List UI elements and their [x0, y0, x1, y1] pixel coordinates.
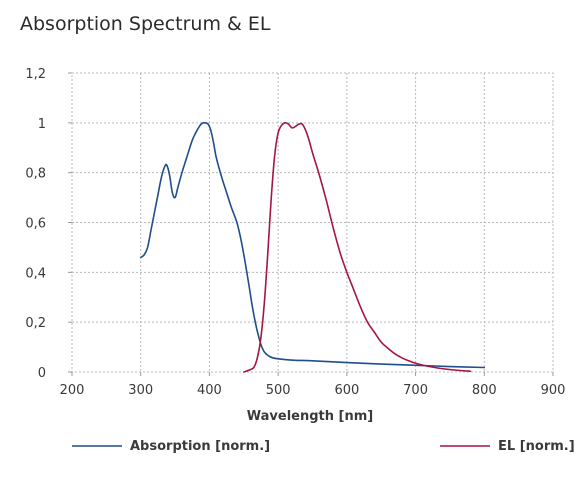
y-tick-label: 0,6: [25, 217, 46, 232]
x-tick-label: 300: [128, 383, 153, 398]
legend-label: EL [norm.]: [498, 439, 575, 454]
legend-label: Absorption [norm.]: [130, 439, 270, 454]
tick-labels: 200 300 400 500 600 700 800 900 0 0,2 0,4 0,6 0,8 1 1,…: [25, 67, 565, 398]
x-tick-label: 500: [266, 383, 291, 398]
y-tick-label: 0: [38, 366, 46, 381]
legend-item-el: EL [norm.]: [440, 439, 575, 454]
y-tick-label: 0,2: [25, 316, 46, 331]
y-tick-label: 1,2: [25, 67, 46, 82]
plot-frame: [71, 72, 554, 373]
x-tick-label: 800: [472, 383, 497, 398]
x-tick-label: 200: [60, 383, 85, 398]
series-line-absorption: [139, 122, 486, 369]
x-tick-label: 700: [403, 383, 428, 398]
legend-item-absorption: Absorption [norm.]: [72, 439, 270, 454]
y-tick-label: 0,8: [25, 167, 46, 182]
legend: Absorption [norm.] EL [norm.]: [72, 439, 575, 454]
x-tick-label: 600: [334, 383, 359, 398]
y-tick-label: 0,4: [25, 266, 46, 281]
series-lines: [139, 121, 486, 373]
x-axis-label: Wavelength [nm]: [247, 409, 373, 424]
x-tick-label: 900: [541, 383, 566, 398]
chart-title: Absorption Spectrum & EL: [20, 13, 271, 35]
series-line-el: [242, 121, 472, 373]
y-tick-label: 1: [38, 117, 46, 132]
grid-lines: [71, 72, 554, 373]
axes: [68, 72, 554, 376]
x-tick-label: 400: [197, 383, 222, 398]
